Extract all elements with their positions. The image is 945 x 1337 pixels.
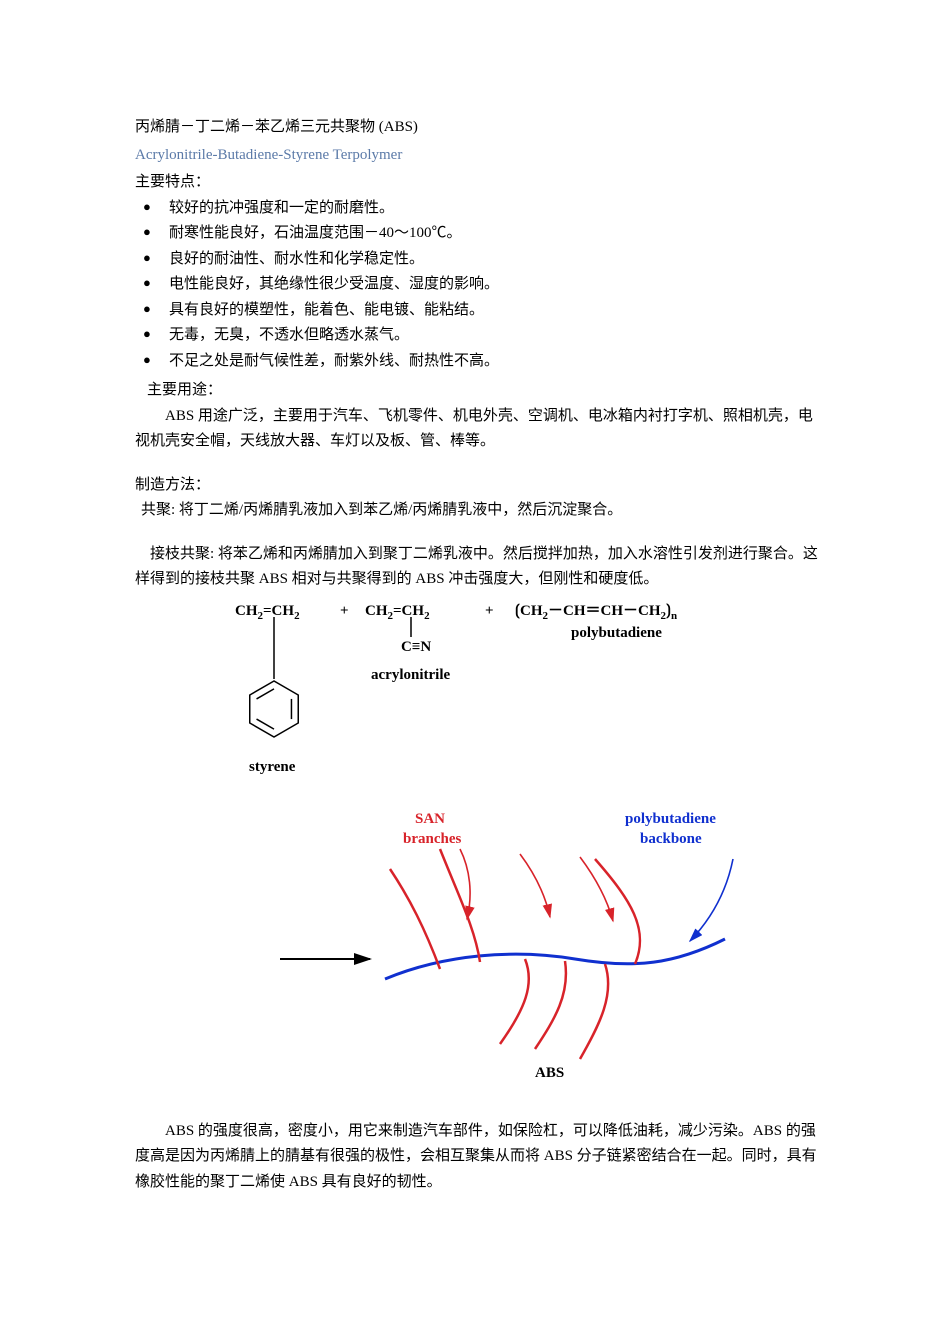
uses-paragraph: ABS 用途广泛，主要用于汽车、飞机零件、机电外壳、空调机、电冰箱内衬打字机、照…: [135, 404, 820, 455]
final-paragraph: ABS 的强度很高，密度小，用它来制造汽车部件，如保险杠，可以降低油耗，减少污染…: [135, 1119, 820, 1196]
diagram-svg: [235, 599, 795, 1079]
list-item: 电性能良好，其绝缘性很少受温度、湿度的影响。: [135, 272, 820, 298]
benzene-ring: [250, 681, 298, 737]
method-heading: 制造方法：: [135, 473, 820, 499]
list-item: 良好的耐油性、耐水性和化学稳定性。: [135, 247, 820, 273]
backbone-arrow: [690, 859, 733, 941]
list-item: 无毒，无臭，不透水但略透水蒸气。: [135, 323, 820, 349]
uses-heading: 主要用途：: [135, 378, 820, 404]
list-item: 耐寒性能良好，石油温度范围－40～100℃。: [135, 221, 820, 247]
abs-diagram: CH2=CH2 + CH2=CH2 + ⟮CH2－CH＝CH－CH2⟯n C≡N…: [235, 599, 795, 1079]
san-arrows: [460, 849, 613, 921]
list-item: 不足之处是耐气候性差，耐紫外线、耐热性不高。: [135, 349, 820, 375]
features-list: 较好的抗冲强度和一定的耐磨性。 耐寒性能良好，石油温度范围－40～100℃。 良…: [135, 196, 820, 375]
features-heading: 主要特点：: [135, 170, 820, 196]
title-en: Acrylonitrile-Butadiene-Styrene Terpolym…: [135, 143, 820, 169]
method-graft: 接枝共聚: 将苯乙烯和丙烯腈加入到聚丁二烯乳液中。然后搅拌加热，加入水溶性引发剂…: [135, 542, 820, 593]
method-copolymer: 共聚: 将丁二烯/丙烯腈乳液加入到苯乙烯/丙烯腈乳液中，然后沉淀聚合。: [135, 498, 820, 524]
list-item: 具有良好的模塑性，能着色、能电镀、能粘结。: [135, 298, 820, 324]
title-cn: 丙烯腈－丁二烯－苯乙烯三元共聚物 (ABS): [135, 115, 820, 141]
list-item: 较好的抗冲强度和一定的耐磨性。: [135, 196, 820, 222]
